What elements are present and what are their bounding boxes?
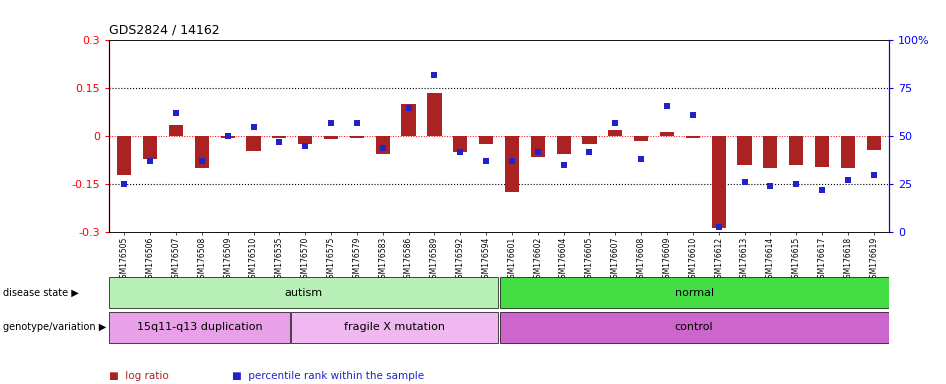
Point xyxy=(815,187,830,193)
Point xyxy=(349,120,364,126)
Bar xyxy=(505,136,519,192)
Point xyxy=(116,181,131,187)
Text: control: control xyxy=(674,322,713,333)
Point xyxy=(479,158,494,164)
Point xyxy=(530,149,545,155)
Bar xyxy=(117,136,131,175)
Point xyxy=(840,177,855,184)
Text: GDS2824 / 14162: GDS2824 / 14162 xyxy=(109,23,219,36)
Bar xyxy=(738,136,752,165)
Point xyxy=(762,183,778,189)
Point xyxy=(634,156,649,162)
Point xyxy=(376,145,391,151)
Text: fragile X mutation: fragile X mutation xyxy=(344,322,446,333)
Bar xyxy=(634,136,648,141)
Point xyxy=(504,158,519,164)
Bar xyxy=(763,136,778,168)
Bar xyxy=(376,136,390,154)
Text: normal: normal xyxy=(674,288,713,298)
Bar xyxy=(324,136,338,139)
Bar xyxy=(556,136,570,154)
Bar xyxy=(789,136,803,165)
Point xyxy=(401,104,416,111)
Bar xyxy=(272,136,287,138)
Bar xyxy=(499,312,888,343)
Point xyxy=(168,110,184,116)
Point xyxy=(659,103,674,109)
Point xyxy=(272,139,287,145)
Text: 15q11-q13 duplication: 15q11-q13 duplication xyxy=(137,322,263,333)
Bar xyxy=(220,136,235,138)
Point xyxy=(194,158,209,164)
Point xyxy=(607,120,622,126)
Bar xyxy=(246,136,260,151)
Point xyxy=(220,133,236,139)
Text: ■  percentile rank within the sample: ■ percentile rank within the sample xyxy=(232,371,424,381)
Bar xyxy=(110,312,290,343)
Bar xyxy=(195,136,209,168)
Bar xyxy=(428,93,442,136)
Text: ■  log ratio: ■ log ratio xyxy=(109,371,168,381)
Point xyxy=(582,149,597,155)
Bar xyxy=(298,136,312,144)
Bar xyxy=(499,277,888,308)
Point xyxy=(711,223,727,230)
Bar xyxy=(143,136,157,159)
Point xyxy=(867,172,882,178)
Text: autism: autism xyxy=(285,288,323,298)
Point xyxy=(737,179,752,185)
Bar xyxy=(479,136,493,144)
Point xyxy=(324,120,339,126)
Bar xyxy=(711,136,726,227)
Bar xyxy=(841,136,855,168)
Bar xyxy=(350,136,364,138)
Point xyxy=(246,124,261,130)
Point xyxy=(556,162,571,168)
Point xyxy=(298,143,313,149)
Text: disease state ▶: disease state ▶ xyxy=(3,288,79,298)
Bar xyxy=(169,125,184,136)
Bar xyxy=(686,136,700,138)
Point xyxy=(143,158,158,164)
Bar xyxy=(401,104,415,136)
Bar xyxy=(608,130,622,136)
Point xyxy=(453,149,468,155)
Bar xyxy=(660,131,674,136)
Point xyxy=(427,72,442,78)
Bar xyxy=(291,312,499,343)
Bar xyxy=(583,136,597,144)
Bar xyxy=(110,277,499,308)
Point xyxy=(789,181,804,187)
Bar xyxy=(531,136,545,157)
Bar xyxy=(453,136,467,152)
Bar xyxy=(867,136,881,150)
Bar xyxy=(815,136,829,167)
Text: genotype/variation ▶: genotype/variation ▶ xyxy=(3,322,106,333)
Point xyxy=(685,112,700,118)
